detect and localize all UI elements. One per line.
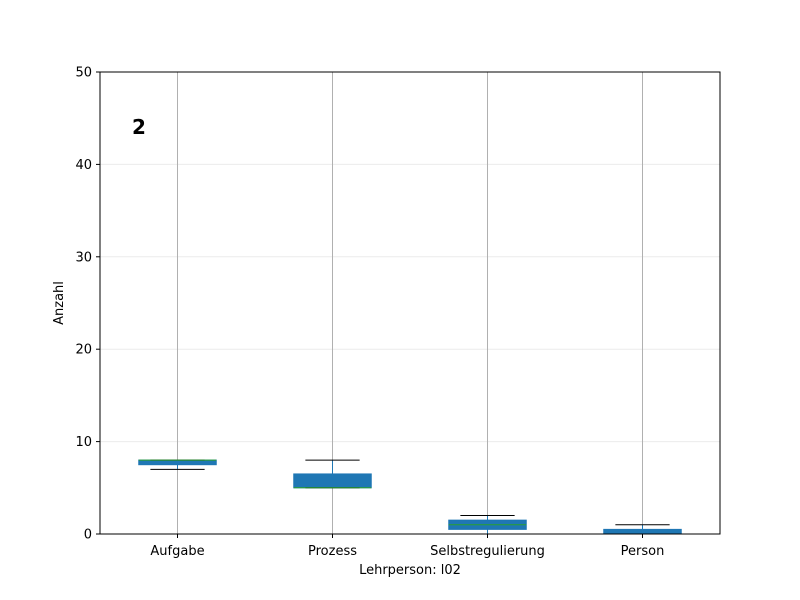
y-tick-label: 10: [75, 435, 92, 450]
box-layer: [138, 459, 682, 535]
box-body: [138, 459, 217, 466]
box-aufgabe: [138, 459, 217, 470]
y-axis: 0 10 20 30 40 50: [75, 66, 100, 543]
box-selbstregulierung: [448, 515, 527, 535]
y-tick-label: 30: [75, 250, 92, 265]
box-prozess: [293, 459, 372, 489]
x-tick-label: Prozess: [308, 544, 357, 559]
y-tick-label: 40: [75, 158, 92, 173]
plot-frame: [99, 71, 721, 535]
panel-label: 2: [132, 115, 146, 139]
y-tick-label: 50: [75, 66, 92, 81]
y-tick-label: 0: [84, 528, 92, 543]
x-axis-label: Lehrperson: l02: [359, 563, 461, 578]
x-tick-label: Aufgabe: [150, 544, 204, 559]
box-body: [293, 473, 372, 489]
x-axis: Aufgabe Prozess Selbstregulierung Person: [150, 534, 664, 559]
y-tick-label: 20: [75, 343, 92, 358]
box-person: [603, 524, 682, 535]
x-tick-label: Selbstregulierung: [430, 544, 545, 559]
y-axis-label: Anzahl: [52, 281, 67, 325]
box-body: [603, 528, 682, 535]
x-tick-label: Person: [621, 544, 665, 559]
